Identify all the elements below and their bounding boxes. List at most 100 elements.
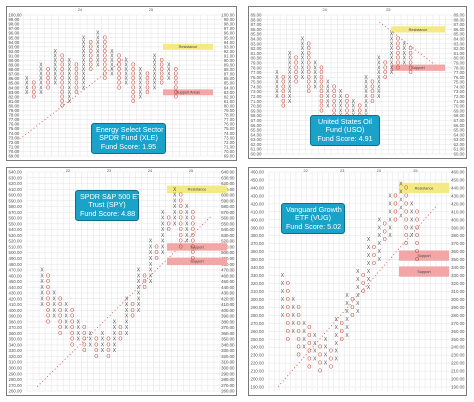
o-mark: O bbox=[404, 225, 408, 231]
o-mark: O bbox=[370, 94, 374, 100]
y-tick-label-left: 520.00 bbox=[9, 239, 23, 244]
y-tick-label-right: 380.00 bbox=[221, 319, 235, 324]
o-mark: O bbox=[155, 250, 159, 256]
y-tick-label-right: 60.00 bbox=[454, 152, 466, 157]
x-mark: X bbox=[153, 76, 157, 82]
x-mark: X bbox=[110, 63, 114, 69]
o-mark: O bbox=[332, 99, 336, 105]
o-mark: O bbox=[383, 60, 387, 66]
y-tick-label-left: 85.00 bbox=[9, 81, 20, 86]
y-tick-label-left: 190.00 bbox=[251, 385, 265, 390]
x-mark: X bbox=[324, 337, 328, 343]
o-mark: O bbox=[281, 80, 285, 86]
o-mark: O bbox=[179, 239, 183, 245]
y-tick-label-left: 89.00 bbox=[251, 13, 263, 18]
fund-score: Fund Score: 5.02 bbox=[286, 221, 342, 231]
y-tick-label-left: 69.00 bbox=[9, 154, 20, 159]
x-mark: X bbox=[339, 104, 343, 110]
y-tick-label-right: 99.00 bbox=[224, 17, 235, 22]
o-mark: O bbox=[297, 345, 301, 351]
x-mark: X bbox=[161, 221, 165, 227]
o-mark: O bbox=[143, 285, 147, 291]
o-mark: O bbox=[332, 104, 336, 110]
x-mark: X bbox=[82, 67, 86, 73]
x-mark: X bbox=[161, 239, 165, 245]
o-mark: O bbox=[46, 273, 50, 279]
o-mark: O bbox=[191, 250, 195, 256]
o-mark: O bbox=[370, 99, 374, 105]
o-mark: O bbox=[60, 99, 64, 105]
y-tick-label-left: 88.00 bbox=[251, 17, 263, 22]
x-mark: X bbox=[40, 279, 44, 285]
x-mark: X bbox=[65, 302, 69, 308]
year-label: 23 bbox=[340, 169, 344, 173]
o-mark: O bbox=[191, 244, 195, 250]
o-mark: O bbox=[131, 308, 135, 314]
y-tick-label-right: 520.00 bbox=[221, 239, 235, 244]
o-mark: O bbox=[307, 365, 311, 371]
x-mark: X bbox=[410, 217, 414, 223]
y-tick-label-right: 430.00 bbox=[451, 193, 465, 198]
x-mark: X bbox=[335, 317, 339, 323]
x-mark: X bbox=[281, 273, 285, 279]
x-mark: X bbox=[377, 56, 381, 62]
trendline bbox=[19, 56, 127, 140]
y-tick-label-right: 260.00 bbox=[221, 389, 235, 394]
o-mark: O bbox=[191, 256, 195, 262]
x-mark: X bbox=[125, 302, 129, 308]
y-tick-label-right: 400.00 bbox=[451, 217, 465, 222]
x-mark: X bbox=[301, 41, 305, 47]
x-mark: X bbox=[313, 84, 317, 90]
x-mark: X bbox=[377, 65, 381, 71]
x-mark: X bbox=[288, 60, 292, 66]
o-mark: O bbox=[103, 67, 107, 73]
x-mark: X bbox=[82, 85, 86, 91]
y-tick-label-left: 78.00 bbox=[9, 113, 20, 118]
x-mark: X bbox=[313, 341, 317, 347]
o-mark: O bbox=[131, 85, 135, 91]
x-mark: X bbox=[356, 269, 360, 275]
y-tick-label-left: 86.00 bbox=[251, 27, 263, 32]
o-mark: O bbox=[58, 331, 62, 337]
o-mark: O bbox=[372, 245, 376, 251]
o-mark: O bbox=[286, 305, 290, 311]
x-mark: X bbox=[288, 70, 292, 76]
y-tick-label-right: 460.00 bbox=[221, 273, 235, 278]
o-mark: O bbox=[383, 221, 387, 227]
y-tick-label-left: 70.00 bbox=[251, 104, 263, 109]
o-mark: O bbox=[350, 305, 354, 311]
x-mark: X bbox=[77, 337, 81, 343]
y-tick-label-right: 290.00 bbox=[221, 371, 235, 376]
fund-name-line2: SPDR Fund (XLE) bbox=[99, 133, 158, 143]
x-mark: X bbox=[40, 268, 44, 274]
x-mark: X bbox=[53, 63, 57, 69]
y-tick-label-left: 460.00 bbox=[9, 273, 23, 278]
o-mark: O bbox=[106, 348, 110, 354]
o-mark: O bbox=[345, 99, 349, 105]
o-mark: O bbox=[103, 63, 107, 69]
o-mark: O bbox=[131, 72, 135, 78]
y-tick-label-right: 320.00 bbox=[221, 354, 235, 359]
y-tick-label-right: 69.00 bbox=[224, 154, 235, 159]
o-mark: O bbox=[415, 217, 419, 223]
fund-label-uso: United States Oil Fund (USO) Fund Score:… bbox=[310, 115, 380, 147]
o-mark: O bbox=[60, 103, 64, 109]
o-mark: O bbox=[318, 345, 322, 351]
o-mark: O bbox=[320, 108, 324, 114]
y-tick-label-left: 62.00 bbox=[251, 142, 263, 147]
o-mark: O bbox=[179, 216, 183, 222]
y-tick-label-right: 330.00 bbox=[451, 273, 465, 278]
o-mark: O bbox=[415, 257, 419, 263]
x-mark: X bbox=[377, 70, 381, 76]
x-mark: X bbox=[313, 333, 317, 339]
y-tick-label-left: 66.00 bbox=[251, 123, 263, 128]
o-mark: O bbox=[103, 40, 107, 46]
x-mark: X bbox=[82, 81, 86, 87]
o-mark: O bbox=[103, 49, 107, 55]
x-mark: X bbox=[161, 227, 165, 233]
o-mark: O bbox=[350, 297, 354, 303]
o-mark: O bbox=[396, 60, 400, 66]
x-mark: X bbox=[53, 58, 57, 64]
y-tick-label-left: 73.00 bbox=[9, 135, 20, 140]
y-tick-label-left: 85.00 bbox=[251, 32, 263, 37]
